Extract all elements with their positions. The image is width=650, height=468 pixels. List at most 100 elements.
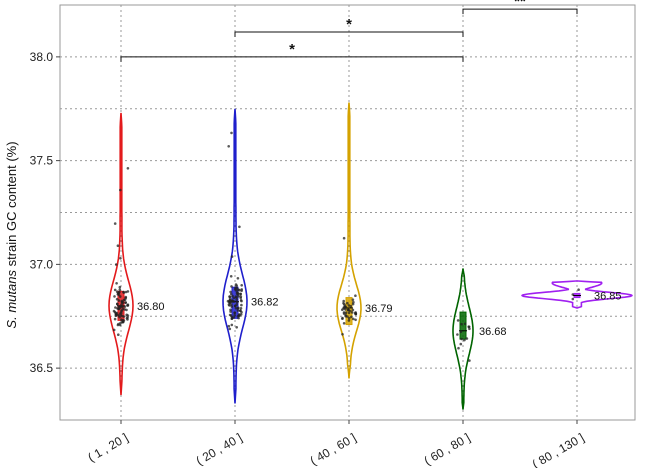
data-point xyxy=(230,131,233,135)
data-point xyxy=(126,167,130,170)
data-point xyxy=(240,303,243,307)
x-tick-label: ( 20 , 40 ] xyxy=(194,430,245,467)
data-point xyxy=(230,285,233,288)
data-point xyxy=(460,337,463,341)
data-point xyxy=(115,282,118,285)
data-point xyxy=(463,322,467,326)
data-point xyxy=(239,307,243,310)
data-point xyxy=(121,305,124,309)
data-point xyxy=(118,285,122,289)
data-point xyxy=(233,311,237,315)
data-point xyxy=(123,305,127,308)
data-point xyxy=(467,325,471,329)
data-point xyxy=(237,295,240,298)
data-point xyxy=(459,342,463,346)
data-point xyxy=(347,308,350,312)
data-point xyxy=(235,303,238,306)
data-point xyxy=(468,359,471,362)
data-point xyxy=(234,307,238,310)
data-point xyxy=(235,326,238,329)
data-point xyxy=(112,328,116,332)
data-point xyxy=(341,333,344,336)
data-point xyxy=(351,302,355,306)
violin-shape xyxy=(108,112,134,396)
y-tick-label: 37.0 xyxy=(30,257,54,271)
y-axis-title: S. mutans strain GC content (%) xyxy=(4,141,19,328)
data-point xyxy=(351,308,355,312)
x-tick-label: ( 1 , 20 ] xyxy=(85,430,130,464)
data-point xyxy=(228,327,232,331)
data-point xyxy=(228,301,232,305)
data-point xyxy=(119,188,122,192)
data-point xyxy=(114,306,117,309)
data-point xyxy=(120,311,123,315)
data-point xyxy=(116,323,120,327)
violin-shape xyxy=(452,268,474,410)
data-point xyxy=(240,284,243,287)
data-point xyxy=(343,305,347,309)
data-point xyxy=(463,338,466,342)
data-point xyxy=(117,299,121,302)
data-point xyxy=(239,309,242,312)
data-point xyxy=(230,305,233,308)
data-point xyxy=(342,299,346,303)
violin-group: 36.68 xyxy=(452,268,507,410)
data-point xyxy=(344,314,348,318)
data-point xyxy=(349,304,353,308)
data-point xyxy=(342,236,346,240)
data-point xyxy=(227,324,231,328)
data-point xyxy=(113,317,117,321)
data-point xyxy=(229,290,232,294)
data-point xyxy=(456,319,460,322)
data-point xyxy=(118,288,122,292)
data-point xyxy=(341,308,344,312)
data-point xyxy=(125,313,128,317)
data-point xyxy=(117,314,121,317)
data-point xyxy=(117,333,120,337)
data-point xyxy=(116,244,120,247)
data-point xyxy=(113,222,117,225)
data-point xyxy=(232,296,236,300)
data-point xyxy=(236,309,240,312)
data-point xyxy=(341,317,344,321)
data-point xyxy=(347,316,351,320)
data-point xyxy=(239,292,242,296)
data-point xyxy=(344,311,348,315)
data-point xyxy=(237,288,240,291)
data-point xyxy=(354,312,358,316)
data-point xyxy=(113,310,117,314)
grid-lines xyxy=(60,4,635,421)
data-point xyxy=(226,299,230,303)
data-point xyxy=(228,313,232,317)
iqr-box xyxy=(459,311,467,340)
data-point xyxy=(114,263,118,266)
data-point xyxy=(120,299,124,303)
violin-shape xyxy=(336,102,362,379)
data-point xyxy=(460,322,463,326)
bracket-line xyxy=(234,31,464,37)
violin-shape xyxy=(521,280,633,309)
median-label: 36.82 xyxy=(251,297,279,309)
data-point xyxy=(227,145,230,148)
data-point xyxy=(236,277,240,280)
data-point xyxy=(468,327,471,331)
data-point xyxy=(459,330,463,334)
data-point xyxy=(350,315,353,319)
data-point xyxy=(238,225,241,229)
data-point xyxy=(239,296,242,300)
significance-brackets: **** xyxy=(120,0,578,62)
data-point xyxy=(119,257,122,260)
data-point xyxy=(235,290,239,294)
data-point xyxy=(354,318,357,322)
data-point xyxy=(347,319,351,322)
median-label: 36.68 xyxy=(479,326,507,338)
data-point xyxy=(238,314,241,317)
data-point xyxy=(118,290,121,294)
significance-label: * xyxy=(346,16,352,33)
data-point xyxy=(228,295,231,298)
significance-bracket: ** xyxy=(462,0,578,15)
significance-label: * xyxy=(289,41,295,58)
data-point xyxy=(231,294,234,298)
significance-bracket: * xyxy=(120,41,464,62)
